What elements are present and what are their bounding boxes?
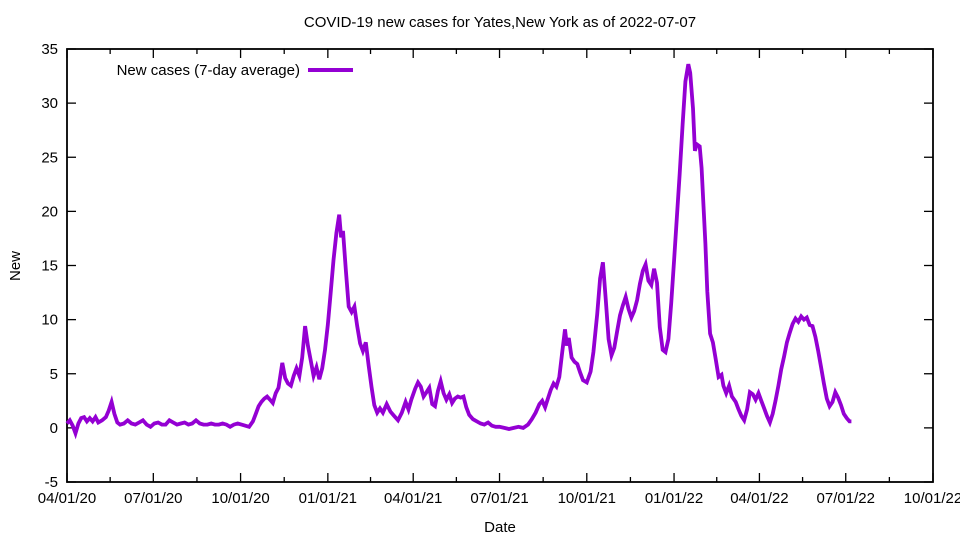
y-tick-label: 5 [50, 366, 58, 383]
y-axis-label: New [7, 251, 24, 281]
legend: New cases (7-day average) [117, 62, 353, 79]
x-tick-label: 07/01/22 [817, 490, 875, 507]
x-tick-label: 10/01/21 [558, 490, 616, 507]
x-axis-label: Date [484, 519, 516, 536]
y-tick-label: 20 [41, 203, 58, 220]
y-tick-label: 10 [41, 312, 58, 329]
y-tick-label: 35 [41, 41, 58, 58]
x-tick-label: 07/01/21 [470, 490, 528, 507]
data-series [65, 63, 852, 440]
y-tick-label: 0 [50, 420, 58, 437]
plot-border [66, 48, 934, 483]
x-tick-label: 04/01/21 [384, 490, 442, 507]
x-tick-label: 04/01/22 [730, 490, 788, 507]
x-tick-label: 01/01/21 [299, 490, 357, 507]
x-tick-label: 10/01/20 [211, 490, 269, 507]
axis-ticks: 04/01/20 07/01/20 10/01/20 01/01/21 04/01/21… [38, 41, 960, 507]
legend-label: New cases (7-day average) [117, 62, 300, 79]
chart-title: COVID-19 new cases for Yates,New York as… [304, 14, 696, 31]
y-tick-label: 25 [41, 149, 58, 166]
x-tick-label: 01/01/22 [645, 490, 703, 507]
x-tick-label: 10/01/22 [904, 490, 960, 507]
y-tick-label: 30 [41, 95, 58, 112]
y-tick-label: -5 [45, 474, 58, 491]
x-tick-label: 07/01/20 [124, 490, 182, 507]
x-tick-label: 04/01/20 [38, 490, 96, 507]
series-line [65, 63, 852, 440]
y-tick-label: 15 [41, 258, 58, 275]
